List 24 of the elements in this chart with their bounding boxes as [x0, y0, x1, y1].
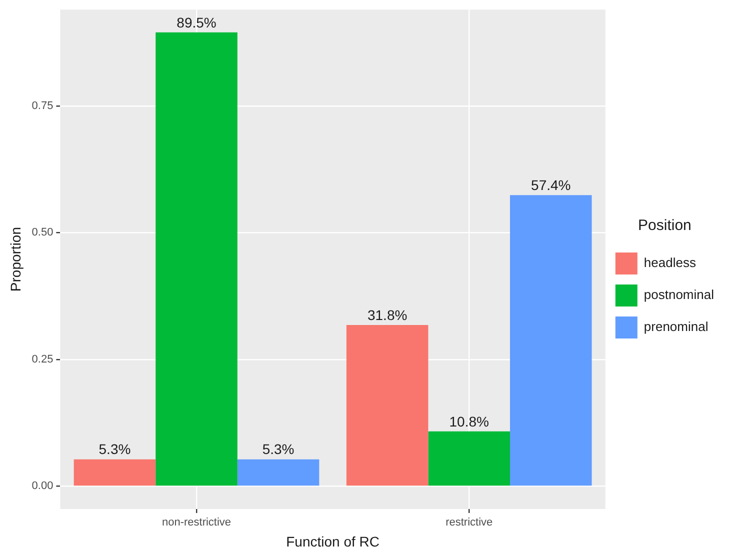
data-label: 10.8% — [449, 413, 489, 430]
x-tick-label: restrictive — [446, 516, 493, 529]
y-axis-title: Proportion — [7, 227, 24, 292]
y-tick-label: 0.50 — [32, 226, 54, 239]
x-axis-title: Function of RC — [286, 533, 380, 550]
legend-label: postnominal — [644, 287, 714, 302]
legend-label: prenominal — [644, 319, 708, 334]
legend-title: Position — [638, 217, 692, 234]
bar — [346, 324, 428, 486]
bar — [428, 431, 510, 486]
data-label: 57.4% — [531, 177, 571, 194]
data-label: 5.3% — [98, 441, 131, 458]
x-tick-label: non-restrictive — [162, 516, 232, 529]
data-label: 5.3% — [262, 441, 294, 458]
legend-label: headless — [644, 255, 696, 270]
bar — [510, 195, 592, 486]
bar — [237, 459, 320, 486]
y-tick-label: 0.75 — [32, 100, 54, 112]
data-label: 31.8% — [367, 306, 408, 323]
bar — [156, 32, 238, 486]
bar — [74, 459, 156, 486]
data-label: 89.5% — [176, 14, 216, 30]
y-tick-label: 0.25 — [32, 353, 54, 366]
y-tick-label: 0.00 — [32, 480, 54, 492]
